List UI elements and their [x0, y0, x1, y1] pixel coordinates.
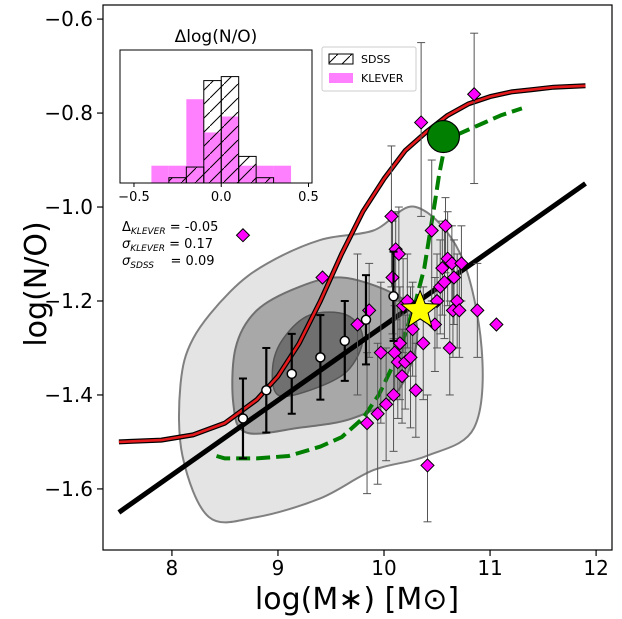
sdss-binned-point	[360, 314, 372, 326]
plot-frame	[102, 4, 613, 551]
klever-hist-bar	[151, 165, 169, 183]
sdss-hist-bar	[255, 177, 275, 183]
inset-title: Δlog(N/O)	[175, 27, 258, 47]
y-tick-label: −0.8	[44, 101, 93, 125]
sdss-binned-point	[237, 413, 249, 424]
sdss-hist-bar	[168, 177, 187, 183]
legend-label-sdss: SDSS	[361, 53, 390, 66]
klever-point	[435, 260, 450, 276]
klever-point	[235, 228, 251, 243]
klever-point	[466, 87, 482, 102]
klever-point	[446, 270, 462, 285]
klever-hist-bar	[273, 165, 292, 183]
klever-point	[359, 415, 375, 431]
legend-swatch-klever	[329, 73, 353, 83]
green-circle-marker	[426, 119, 460, 154]
x-tick-label: 11	[477, 556, 502, 580]
legend-swatch-sdss	[328, 53, 354, 65]
stats-annotation: ΔKLEVER = -0.05 σKLEVER = 0.17 σSDSS = 0…	[122, 220, 218, 271]
klever-point	[413, 115, 429, 130]
star-marker	[399, 288, 441, 328]
klever-point	[403, 350, 418, 365]
red-model-curve	[118, 83, 586, 445]
y-tick-label: −1.0	[44, 195, 93, 219]
klever-point	[416, 336, 431, 351]
klever-point	[408, 383, 424, 398]
green-dashed-curve	[215, 106, 523, 461]
svg-text:σKLEVER = 0.17: σKLEVER = 0.17	[122, 237, 213, 254]
sdss-binned-point	[315, 352, 326, 363]
x-tick-label: 10	[371, 556, 396, 580]
svg-text:σSDSS = 0.09: σSDSS = 0.09	[122, 254, 215, 271]
klever-point	[378, 397, 394, 412]
sdss-binned-point	[388, 291, 399, 302]
klever-hist-bar	[186, 99, 204, 183]
svg-text:ΔKLEVER = -0.05: ΔKLEVER = -0.05	[122, 220, 218, 237]
inset-legend: SDSS KLEVER	[321, 46, 417, 92]
inset-histogram	[151, 76, 292, 183]
klever-point	[373, 345, 389, 360]
inset-axis-ticks: −0.5 0.0 0.5	[118, 183, 319, 205]
inset-x-tick-label: −0.5	[118, 190, 150, 205]
x-axis-label: log(M∗) [M⊙]	[255, 582, 459, 617]
legend-label-klever: KLEVER	[361, 72, 404, 85]
klever-point	[394, 368, 410, 384]
sdss-binned-points	[237, 250, 399, 460]
sdss-binned-point	[286, 368, 298, 380]
main-axis-ticks: 8 9 10 11 12 −1.6 −1.4 −1.2 −1.0 −0.8 −0.6	[44, 7, 608, 580]
klever-point	[370, 406, 385, 421]
inset-x-tick-label: 0.5	[298, 190, 319, 205]
y-tick-label: −1.2	[44, 289, 93, 313]
special-markers	[399, 119, 460, 328]
sdss-hist-bar	[238, 155, 257, 183]
klever-point	[386, 387, 401, 403]
sdss-binned-point	[261, 385, 272, 396]
klever-point	[489, 317, 504, 332]
y-tick-label: −1.6	[44, 477, 93, 501]
klever-point	[384, 209, 399, 224]
klever-point	[452, 303, 467, 318]
sdss-binned-point	[339, 335, 351, 347]
x-tick-label: 8	[166, 556, 179, 580]
green-curve-line	[215, 106, 523, 461]
klever-point	[470, 303, 485, 318]
sdss-hist-bar	[203, 80, 222, 183]
klever-point	[437, 274, 452, 290]
klever-point	[444, 256, 460, 271]
sdss-hist-bar	[220, 76, 240, 183]
x-tick-label: 12	[583, 556, 608, 580]
x-tick-label: 9	[272, 556, 285, 580]
y-tick-label: −0.6	[44, 7, 93, 31]
klever-point	[420, 458, 435, 473]
inset-x-tick-label: 0.0	[211, 190, 232, 205]
red-curve-line	[118, 84, 586, 444]
inset-frame	[119, 49, 313, 184]
y-axis-label: log(N/O)	[19, 221, 54, 346]
y-tick-label: −1.4	[44, 383, 93, 407]
black-fit-line	[117, 181, 587, 515]
sdss-hist-bar	[185, 166, 205, 183]
klever-point	[438, 218, 453, 234]
klever-point	[454, 256, 469, 271]
black-line-path	[117, 181, 587, 515]
klever-point	[424, 223, 439, 238]
klever-point	[442, 340, 457, 356]
klever-point	[315, 270, 330, 285]
